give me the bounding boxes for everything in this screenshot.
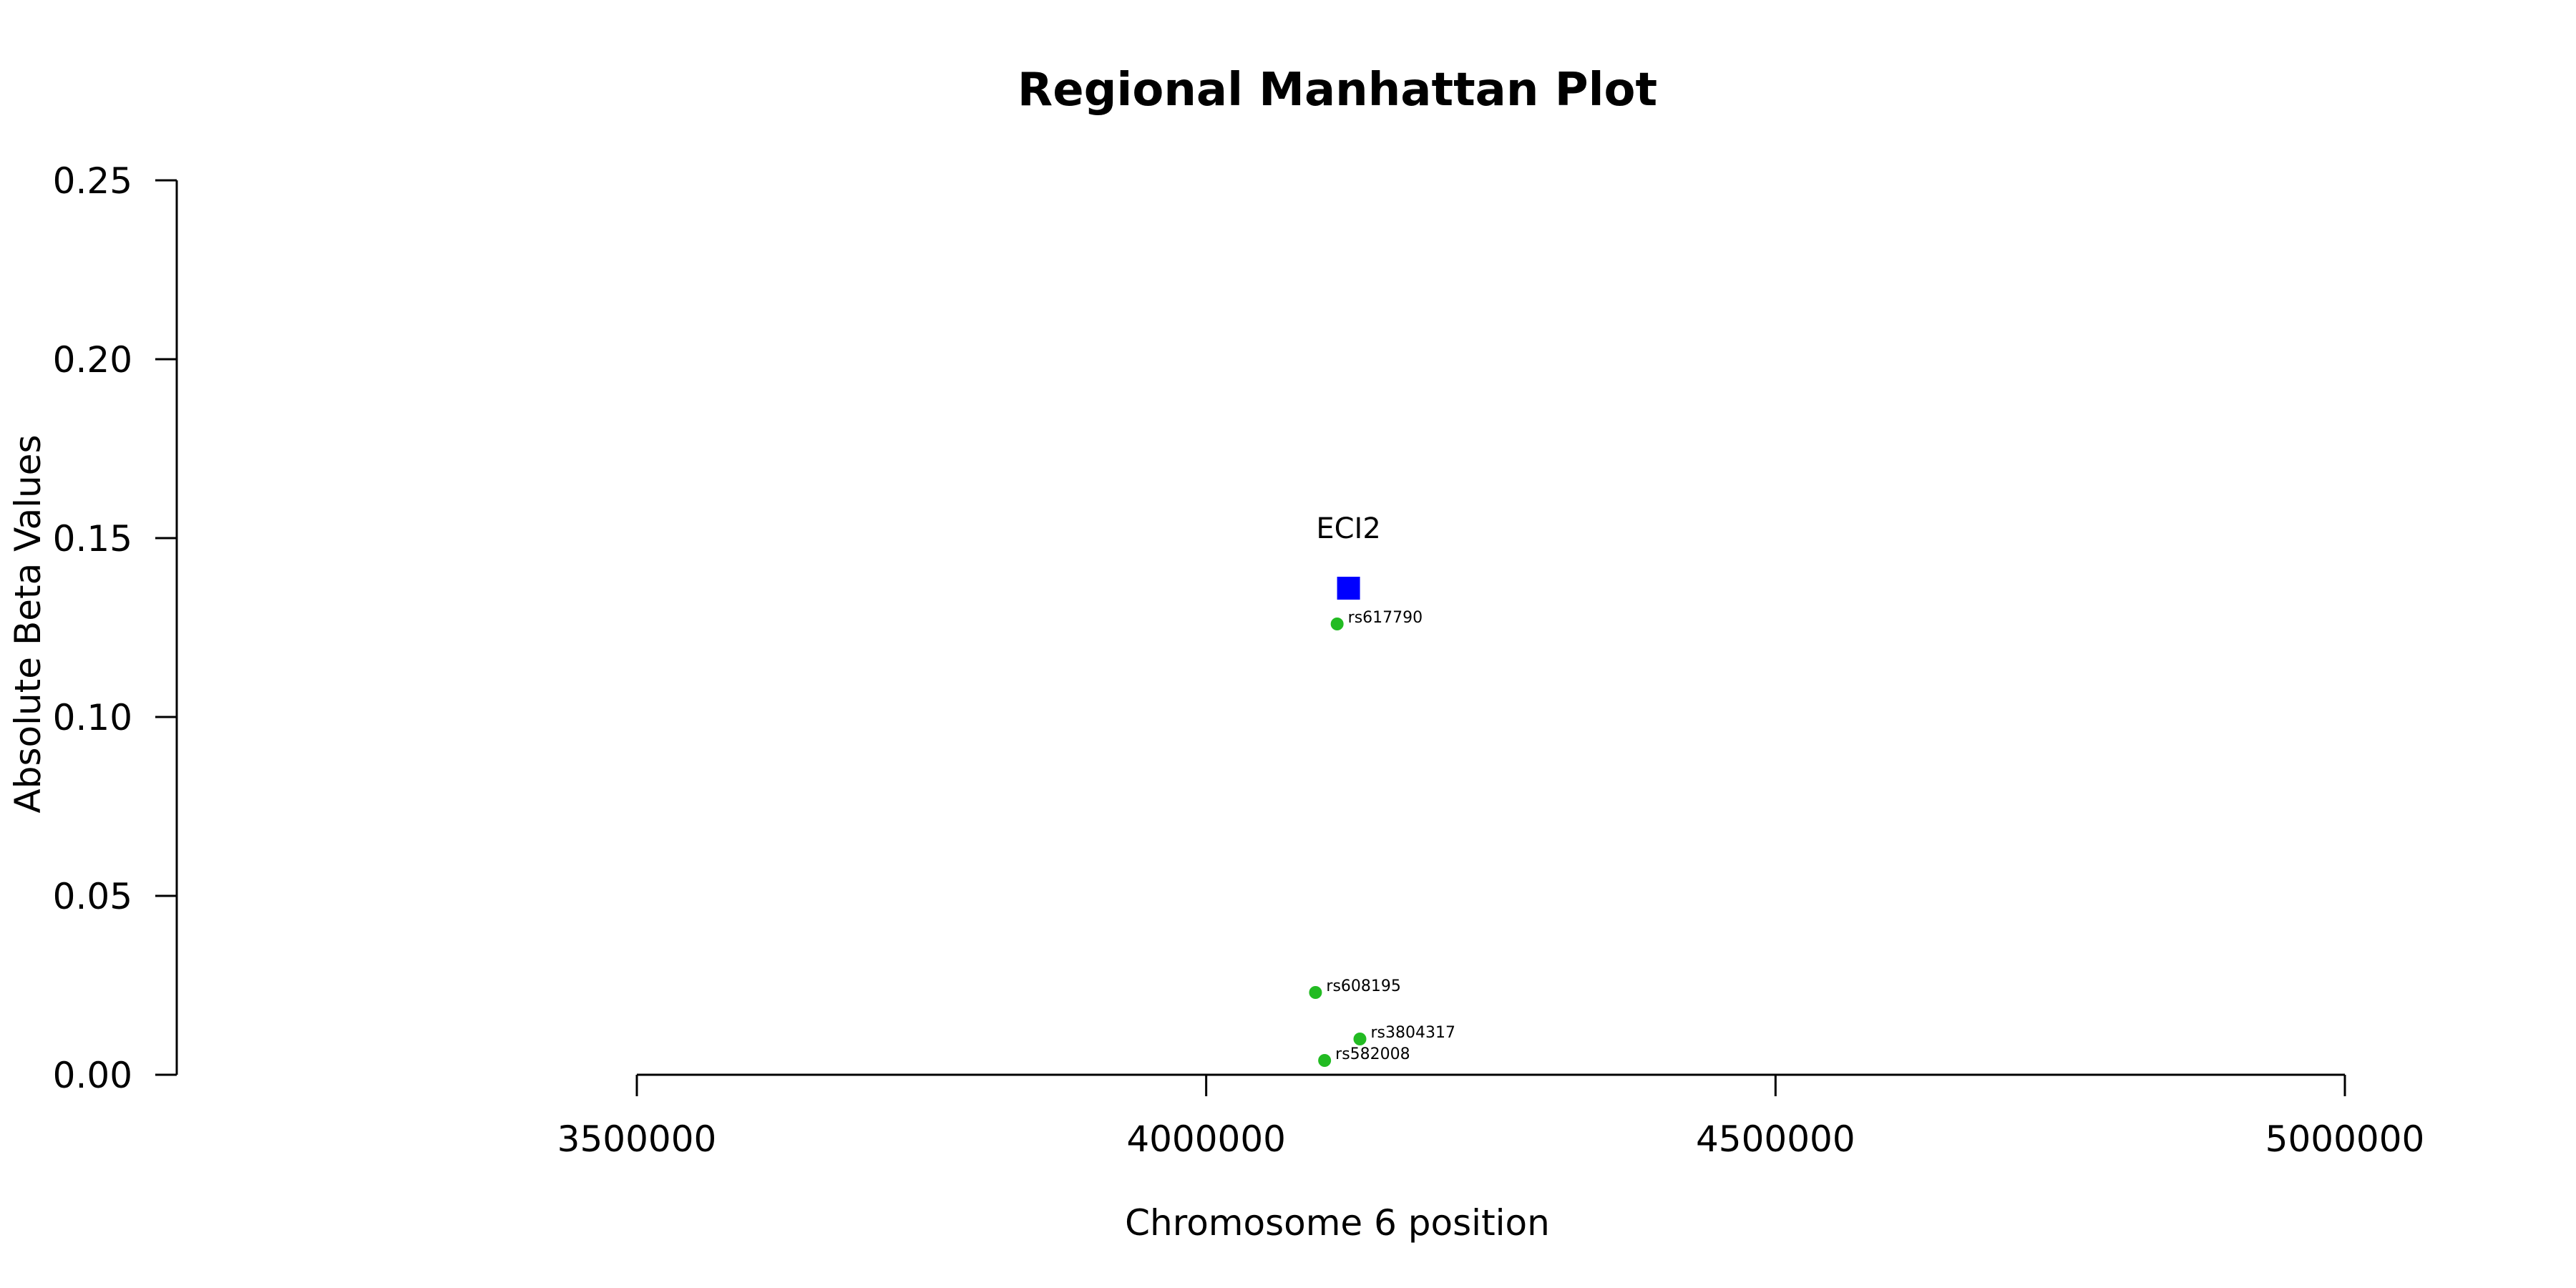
- gene-marker: [1337, 577, 1360, 600]
- snp-point: [1318, 1054, 1332, 1067]
- y-tick-label: 0.05: [53, 876, 132, 917]
- x-axis-label: Chromosome 6 position: [1125, 1202, 1550, 1244]
- chart-title: Regional Manhattan Plot: [1018, 64, 1657, 117]
- y-tick-label: 0.25: [53, 160, 132, 202]
- y-axis-label: Absolute Beta Values: [7, 435, 49, 814]
- y-tick-label: 0.00: [53, 1055, 132, 1096]
- snp-label: rs617790: [1348, 609, 1423, 627]
- x-axis: 3500000 4000000 4500000 5000000: [557, 1073, 2425, 1160]
- x-tick-label: 5000000: [2265, 1118, 2425, 1160]
- x-tick-label: 4000000: [1126, 1118, 1286, 1160]
- x-tick-label: 4500000: [1696, 1118, 1855, 1160]
- snp-point: [1353, 1033, 1367, 1045]
- snp-point: [1330, 618, 1344, 630]
- y-tick-label: 0.20: [53, 339, 132, 381]
- y-axis: 0.00 0.05 0.10 0.15 0.20 0.25: [53, 160, 178, 1096]
- y-tick-label: 0.10: [53, 697, 132, 738]
- snp-point: [1309, 986, 1322, 999]
- snp-label: rs3804317: [1370, 1024, 1455, 1042]
- y-tick-label: 0.15: [53, 518, 132, 560]
- snp-label: rs608195: [1326, 977, 1401, 995]
- snp-label: rs582008: [1335, 1045, 1410, 1063]
- x-tick-label: 3500000: [557, 1118, 717, 1160]
- plot-marks: rs617790 rs608195 rs3804317 rs582008 ECI2: [1309, 512, 1455, 1067]
- gene-label: ECI2: [1316, 512, 1380, 545]
